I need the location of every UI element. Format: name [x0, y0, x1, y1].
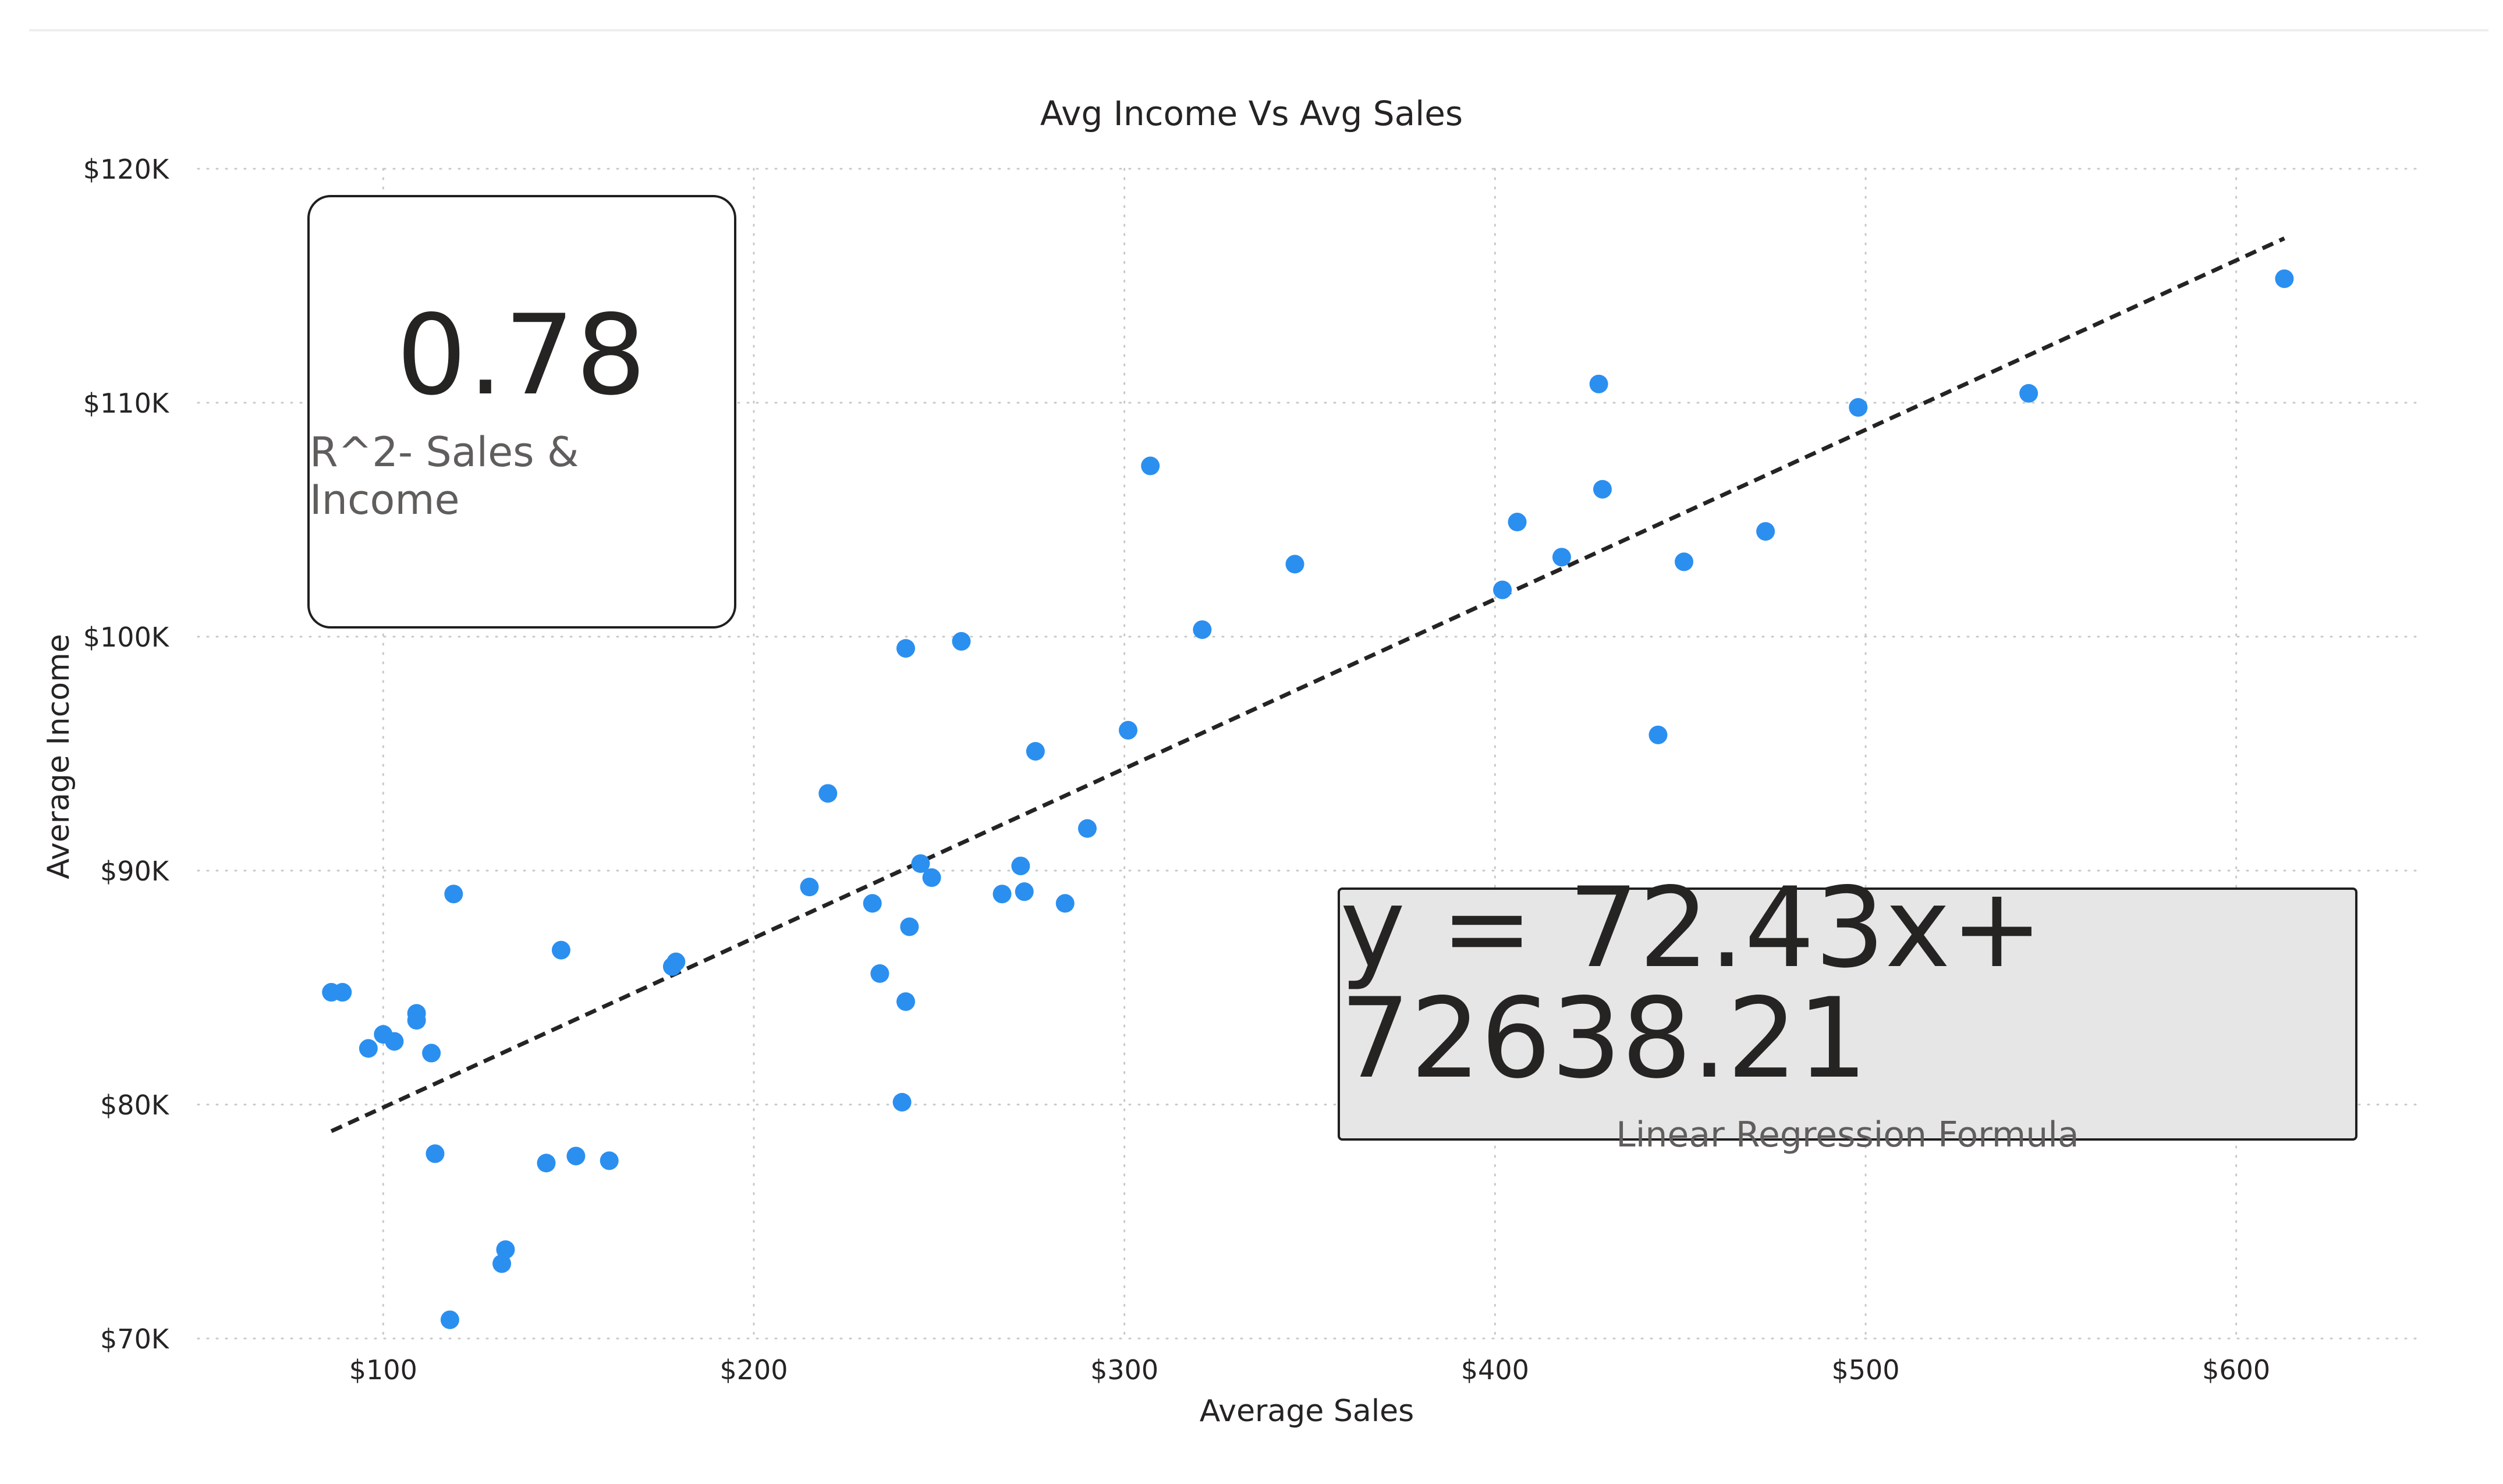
data-points [322, 269, 2294, 1329]
data-point [537, 1153, 556, 1173]
chart-title: Avg Income Vs Avg Sales [1040, 94, 1463, 133]
data-point [666, 952, 686, 971]
regression-formula-label: Linear Regression Formula [1616, 1114, 2079, 1155]
data-point [800, 878, 819, 897]
data-point [2019, 384, 2038, 403]
data-point [440, 1310, 459, 1329]
data-point [1078, 819, 1097, 838]
y-tick-label: $70K [100, 1323, 170, 1355]
data-point [911, 854, 930, 873]
data-point [333, 983, 352, 1002]
r-squared-card: 0.78 R^2- Sales & Income [307, 195, 736, 629]
data-point [1055, 894, 1075, 913]
data-point [1193, 620, 1212, 639]
data-point [566, 1146, 586, 1166]
trend-line [330, 236, 2285, 1133]
data-point [385, 1032, 404, 1051]
data-point [1285, 555, 1304, 574]
data-point [1756, 522, 1775, 541]
data-point [1119, 720, 1138, 740]
data-point [870, 964, 889, 983]
x-tick-label: $400 [1461, 1354, 1529, 1386]
data-point [1508, 513, 1527, 532]
data-point [1589, 374, 1608, 393]
data-point [551, 940, 570, 960]
data-point [892, 1092, 912, 1112]
x-axis-ticks: $100 $200 $300 $400 $500 $600 [349, 1354, 2270, 1386]
y-tick-label: $110K [83, 388, 170, 419]
data-point [818, 784, 838, 803]
x-tick-label: $100 [349, 1354, 417, 1386]
regression-formula-value: y = 72.43x+ 72638.21 [1340, 864, 2044, 1103]
data-point [1593, 480, 1612, 499]
data-point [952, 632, 971, 651]
data-point [492, 1254, 512, 1273]
x-tick-label: $500 [1831, 1354, 1899, 1386]
r-squared-value: 0.78 [396, 290, 648, 420]
x-tick-label: $600 [2202, 1354, 2270, 1386]
x-axis-title: Average Sales [1200, 1394, 1414, 1429]
data-point [896, 992, 916, 1011]
data-point [422, 1043, 441, 1063]
data-point [992, 885, 1012, 904]
y-axis-title: Average Income [41, 634, 76, 879]
data-point [600, 1151, 619, 1170]
data-point [900, 917, 919, 936]
data-point [1015, 882, 1034, 901]
y-tick-label: $100K [83, 622, 170, 653]
y-tick-label: $80K [100, 1089, 170, 1121]
data-point [1026, 741, 1045, 761]
regression-formula-card: y = 72.43x+ 72638.21 Linear Regression F… [1338, 873, 2357, 1155]
y-tick-label: $90K [100, 855, 170, 887]
data-point [359, 1039, 378, 1058]
data-point [2275, 269, 2294, 288]
data-point [922, 868, 941, 887]
data-point [1141, 456, 1160, 475]
data-point [1675, 552, 1694, 571]
data-point [426, 1144, 445, 1163]
data-point [444, 885, 463, 904]
data-point [496, 1240, 515, 1259]
y-axis-ticks: $70K $80K $90K $100K $110K $120K [83, 154, 170, 1355]
trendline-layer [330, 236, 2285, 1133]
data-point [1493, 580, 1512, 599]
data-point [896, 639, 916, 658]
x-tick-label: $200 [719, 1354, 788, 1386]
data-point [1011, 856, 1030, 875]
top-divider [29, 29, 2488, 31]
data-point [863, 894, 882, 913]
data-point [1648, 725, 1668, 744]
data-point [407, 1004, 426, 1023]
x-tick-label: $300 [1090, 1354, 1158, 1386]
r-squared-label: R^2- Sales & Income [310, 428, 579, 524]
y-tick-label: $120K [83, 154, 170, 185]
data-point [1552, 548, 1571, 567]
data-point [1849, 398, 1868, 417]
